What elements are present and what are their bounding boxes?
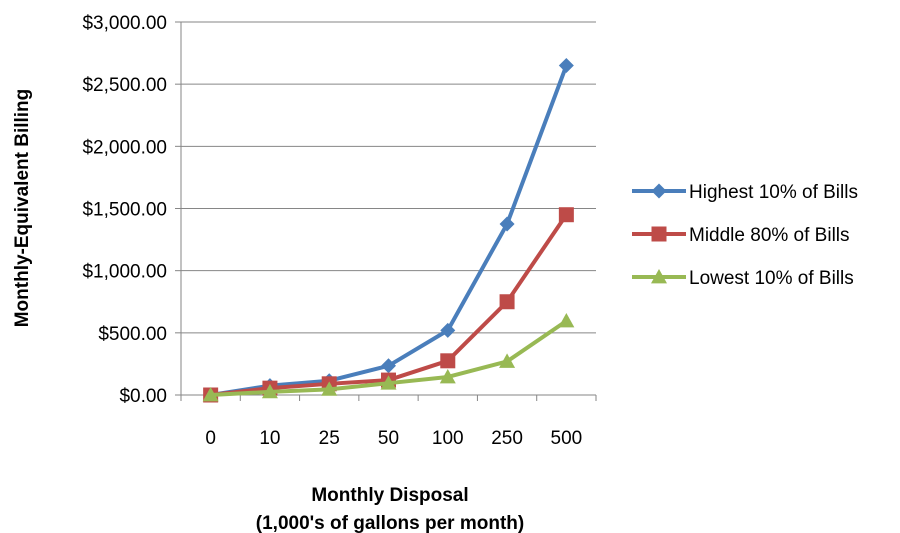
x-tick-label: 250 [491, 428, 523, 449]
legend-item: Lowest 10% of Bills [632, 268, 854, 289]
x-tick-label: 0 [205, 428, 216, 449]
y-tick-label: $3,000.00 [82, 13, 167, 34]
legend-item: Highest 10% of Bills [632, 182, 858, 203]
data-point [380, 375, 397, 390]
series-2 [203, 207, 574, 403]
y-tick-label: $0.00 [119, 386, 167, 407]
data-point [440, 353, 456, 369]
x-axis-title-line-2: (1,000's of gallons per month) [256, 513, 524, 533]
data-point [558, 207, 574, 223]
series-3 [202, 313, 575, 402]
x-axis-tick-labels: 0 10 25 50 100 250 500 [205, 428, 582, 449]
axes [175, 21, 597, 401]
y-tick-label: $2,500.00 [82, 75, 167, 96]
legend-label: Middle 80% of Bills [689, 225, 850, 246]
data-point [381, 358, 396, 374]
series-line [210, 64, 569, 397]
x-tick-label: 10 [259, 428, 280, 449]
data-point [440, 322, 456, 338]
data-point [499, 353, 516, 368]
legend-label: Highest 10% of Bills [689, 182, 858, 203]
x-tick-label: 500 [551, 428, 583, 449]
data-point [558, 58, 574, 74]
series-1 [203, 58, 574, 403]
data-point [499, 216, 515, 232]
gridlines [181, 21, 596, 334]
data-point [261, 383, 278, 399]
x-tick-label: 50 [378, 428, 399, 449]
data-point [558, 313, 575, 328]
legend-marker [651, 183, 667, 199]
legend-marker [651, 226, 667, 242]
y-tick-label: $1,500.00 [82, 200, 167, 221]
data-point [439, 368, 456, 384]
data-point [499, 294, 515, 310]
legend: Highest 10% of Bills Middle 80% of Bills L… [632, 182, 858, 289]
legend-label: Lowest 10% of Bills [689, 268, 854, 289]
data-point [321, 381, 338, 396]
y-axis-tick-labels: $0.00 $500.00 $1,000.00 $1,500.00 $2,000.00 $… [82, 13, 167, 407]
x-tick-label: 25 [319, 428, 340, 449]
x-axis-title-line-1: Monthly Disposal [311, 485, 468, 506]
y-tick-label: $500.00 [98, 324, 167, 345]
x-tick-label: 100 [432, 428, 464, 449]
y-tick-label: $1,000.00 [82, 262, 167, 283]
series-lines [202, 58, 575, 403]
legend-marker [651, 269, 667, 284]
y-axis-title: Monthly-Equivalent Billing [12, 89, 33, 328]
y-tick-label: $2,000.00 [82, 137, 167, 158]
data-point [202, 387, 219, 402]
legend-item: Middle 80% of Bills [632, 225, 850, 246]
